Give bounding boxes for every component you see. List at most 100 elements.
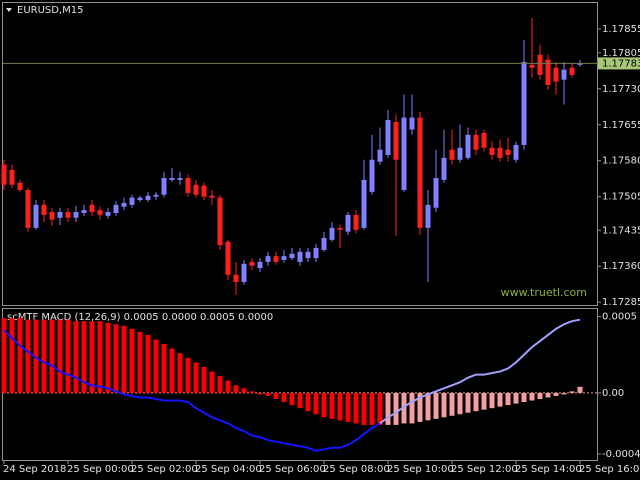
candle-body bbox=[289, 253, 295, 259]
candle-body bbox=[417, 117, 423, 228]
candle-body bbox=[337, 227, 343, 230]
histogram-bar bbox=[377, 392, 383, 425]
histogram-bar bbox=[257, 392, 263, 395]
candle-body bbox=[225, 241, 231, 275]
candle-body bbox=[401, 117, 407, 190]
candle-body bbox=[65, 212, 71, 218]
candle-body bbox=[353, 214, 359, 230]
histogram-bar bbox=[449, 392, 455, 416]
y-tick-label: 0.0005 bbox=[602, 312, 637, 323]
histogram-bar bbox=[113, 324, 119, 393]
candle-body bbox=[241, 263, 247, 283]
histogram-bar bbox=[25, 319, 31, 393]
candle-body bbox=[537, 54, 543, 75]
candle-body bbox=[545, 59, 551, 85]
candle-body bbox=[497, 147, 503, 158]
candle-body bbox=[481, 132, 487, 148]
histogram-bar bbox=[145, 334, 151, 393]
candle-body bbox=[1, 164, 7, 185]
histogram-bar bbox=[393, 392, 399, 425]
macd-line bbox=[379, 318, 581, 425]
y-tick-label: 1.17655 bbox=[602, 120, 640, 131]
x-tick-label: 25 Sep 04:00 bbox=[195, 464, 262, 475]
candle-body bbox=[17, 182, 23, 190]
histogram-bar bbox=[177, 353, 183, 393]
candle-body bbox=[321, 237, 327, 250]
histogram-bar bbox=[209, 371, 215, 393]
dropdown-icon[interactable] bbox=[6, 8, 12, 12]
y-tick-label: 0.00 bbox=[602, 388, 624, 399]
histogram-bar bbox=[497, 392, 503, 407]
candle-body bbox=[369, 159, 375, 192]
candle-body bbox=[425, 204, 431, 228]
candle-body bbox=[113, 204, 119, 213]
histogram-bar bbox=[577, 386, 583, 393]
candle-body bbox=[217, 197, 223, 246]
histogram-bar bbox=[361, 392, 367, 425]
y-tick-label: 1.17505 bbox=[602, 192, 640, 203]
candle-body bbox=[233, 274, 239, 283]
histogram-bar bbox=[17, 318, 23, 393]
x-tick-label: 25 Sep 16:00 bbox=[579, 464, 640, 475]
y-tick-label: 1.17360 bbox=[602, 261, 640, 272]
histogram-bar bbox=[297, 392, 303, 409]
histogram-bar bbox=[33, 319, 39, 393]
histogram-bar bbox=[273, 392, 279, 399]
histogram-bar bbox=[569, 391, 575, 393]
candle-body bbox=[489, 147, 495, 155]
symbol-title: EURUSD,M15 bbox=[17, 5, 83, 16]
histogram-bar bbox=[457, 392, 463, 415]
candle-body bbox=[193, 184, 199, 195]
histogram-bar bbox=[121, 325, 127, 393]
candle-body bbox=[441, 157, 447, 180]
candle-body bbox=[249, 261, 255, 266]
candle-body bbox=[513, 144, 519, 160]
candle-body bbox=[273, 256, 279, 262]
y-tick-label: -0.0004 bbox=[602, 449, 640, 460]
candle-body bbox=[41, 204, 47, 215]
candle-body bbox=[153, 194, 159, 197]
candle-body bbox=[449, 149, 455, 160]
histogram-bar bbox=[369, 392, 375, 425]
histogram-bar bbox=[105, 322, 111, 393]
histogram-bar bbox=[249, 391, 255, 393]
histogram-bar bbox=[281, 392, 287, 403]
histogram-bar bbox=[193, 362, 199, 393]
x-tick-label: 25 Sep 02:00 bbox=[131, 464, 198, 475]
candle-body bbox=[569, 67, 575, 75]
candle-body bbox=[73, 212, 79, 218]
histogram-bar bbox=[201, 366, 207, 393]
histogram-bar bbox=[1, 318, 7, 393]
histogram-bar bbox=[73, 321, 79, 393]
y-tick-label: 1.17285 bbox=[602, 297, 640, 308]
macd-line bbox=[3, 329, 381, 452]
candle-body bbox=[553, 67, 559, 82]
candle-body bbox=[297, 251, 303, 262]
candle-body bbox=[409, 117, 415, 130]
histogram-bar bbox=[465, 392, 471, 413]
histogram-bar bbox=[305, 392, 311, 412]
histogram-bar bbox=[241, 388, 247, 393]
candle-body bbox=[361, 179, 367, 228]
candle-body bbox=[25, 189, 31, 228]
histogram-bar bbox=[481, 392, 487, 410]
histogram-bar bbox=[265, 392, 271, 396]
histogram-bar bbox=[225, 380, 231, 393]
candle-body bbox=[433, 177, 439, 208]
candle-body bbox=[305, 251, 311, 259]
candle-body bbox=[89, 204, 95, 213]
candle-body bbox=[161, 177, 167, 195]
y-tick-label: 1.17855 bbox=[602, 24, 640, 35]
histogram-bar bbox=[89, 321, 95, 393]
x-tick-label: 25 Sep 14:00 bbox=[515, 464, 582, 475]
candle-body bbox=[145, 195, 151, 201]
histogram-bar bbox=[401, 392, 407, 424]
candle-body bbox=[377, 149, 383, 162]
histogram-bar bbox=[521, 392, 527, 403]
histogram-bar bbox=[441, 392, 447, 418]
x-tick-label: 24 Sep 2018 bbox=[3, 464, 66, 475]
histogram-bar bbox=[337, 392, 343, 421]
histogram-bar bbox=[385, 392, 391, 425]
candle-body bbox=[185, 177, 191, 193]
